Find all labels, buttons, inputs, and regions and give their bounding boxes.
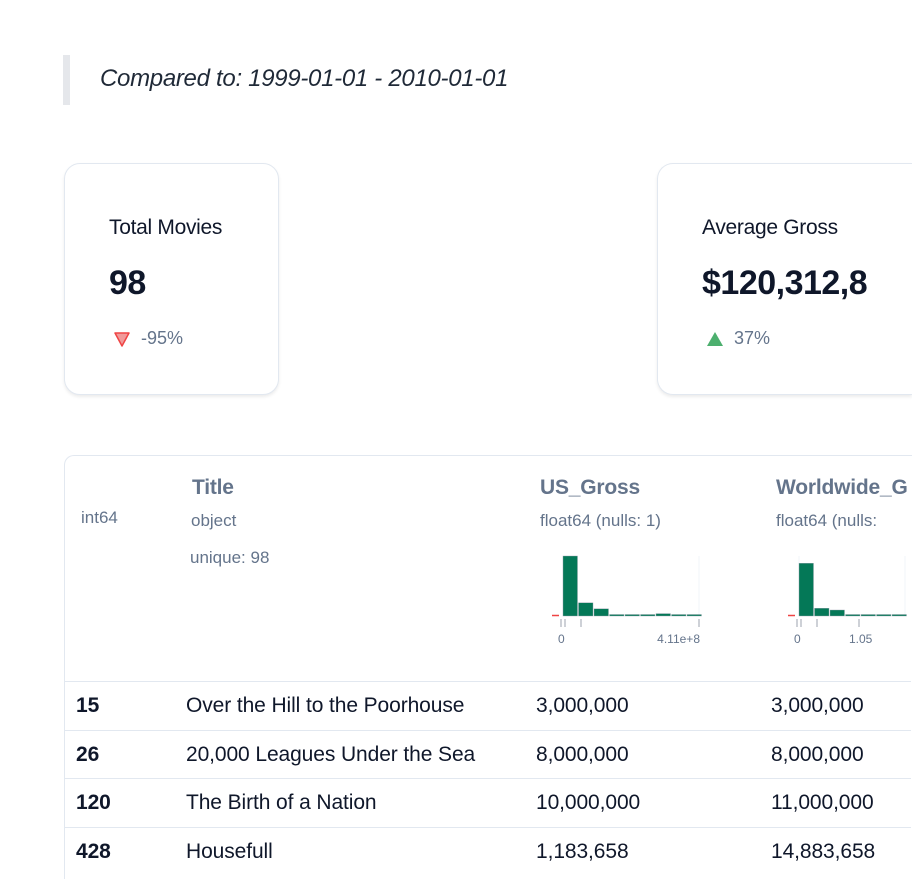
table-row[interactable]: 26 20,000 Leagues Under the Sea 8,000,000 8… xyxy=(65,729,911,779)
axis-max-label: 4.11e+8 xyxy=(657,632,700,646)
column-header-worldwide-gross[interactable]: Worldwide_G xyxy=(776,476,908,499)
worldwide-gross-histogram: 0 1.05 xyxy=(788,556,907,646)
histogram-bar xyxy=(860,614,876,617)
metric-value: $120,312,8 xyxy=(702,264,868,302)
column-header-title[interactable]: Title xyxy=(192,476,234,499)
metric-value: 98 xyxy=(109,264,146,302)
cell-worldwide-gross: 14,883,658 xyxy=(771,839,876,863)
histogram-bar xyxy=(562,555,578,617)
data-table: int64 Title object unique: 98 US_Gross f… xyxy=(64,455,912,879)
cell-us-gross: 8,000,000 xyxy=(536,742,629,766)
cell-worldwide-gross: 11,000,000 xyxy=(771,791,874,814)
histogram-bar xyxy=(640,614,656,617)
metric-delta: -95% xyxy=(113,328,183,349)
histogram-bar xyxy=(798,562,814,617)
histogram-bar xyxy=(891,614,907,617)
table-row[interactable]: 120 The Birth of a Nation 10,000,000 11,000… xyxy=(65,778,911,827)
histogram-bar xyxy=(876,614,892,617)
histogram-bar xyxy=(609,614,625,617)
cell-title: Over the Hill to the Poorhouse xyxy=(186,694,465,717)
cell-us-gross: 3,000,000 xyxy=(536,694,629,717)
triangle-up-icon xyxy=(707,331,723,346)
histogram-bar xyxy=(624,614,640,617)
axis-min-label: 0 xyxy=(794,632,801,646)
comparison-note: Compared to: 1999-01-01 - 2010-01-01 xyxy=(63,55,508,105)
triangle-down-icon xyxy=(114,331,130,347)
row-index: 26 xyxy=(76,742,100,766)
column-unique-count: unique: 98 xyxy=(190,548,270,567)
histogram-bar xyxy=(593,608,609,617)
cell-title: Housefull xyxy=(186,839,273,863)
metric-delta-text: -95% xyxy=(141,328,184,348)
histogram-bar xyxy=(845,614,861,617)
column-dtype: object xyxy=(191,511,237,530)
histogram-bar xyxy=(829,609,845,617)
index-dtype: int64 xyxy=(81,508,118,527)
metric-delta: 37% xyxy=(706,328,770,349)
row-index: 428 xyxy=(76,839,111,863)
axis-max-label: 1.05 xyxy=(849,632,873,646)
column-dtype: float64 (nulls: xyxy=(776,511,878,530)
metric-label: Average Gross xyxy=(702,216,838,239)
cell-worldwide-gross: 8,000,000 xyxy=(771,742,864,766)
table-row[interactable]: 15 Over the Hill to the Poorhouse 3,000,00… xyxy=(65,681,911,730)
row-index: 120 xyxy=(76,791,111,814)
cell-worldwide-gross: 3,000,000 xyxy=(771,694,864,717)
row-index: 15 xyxy=(76,694,100,717)
cell-title: The Birth of a Nation xyxy=(186,791,377,814)
cell-us-gross: 1,183,658 xyxy=(536,839,629,863)
metric-label: Total Movies xyxy=(109,216,223,239)
column-header-us-gross[interactable]: US_Gross xyxy=(540,476,640,499)
cell-title: 20,000 Leagues Under the Sea xyxy=(186,742,476,766)
metric-card-total-movies: Total Movies 98 -95% xyxy=(64,163,279,395)
column-dtype: float64 (nulls: 1) xyxy=(540,511,661,530)
metric-delta-text: 37% xyxy=(734,328,771,348)
cell-us-gross: 10,000,000 xyxy=(536,791,641,814)
histogram-bar xyxy=(686,614,702,617)
histogram-bar xyxy=(655,613,671,617)
us-gross-histogram: 0 4.11e+8 xyxy=(552,555,702,646)
table-row[interactable]: 428 Housefull 1,183,658 14,883,658 xyxy=(65,826,911,876)
histogram-bar xyxy=(814,608,830,617)
axis-min-label: 0 xyxy=(558,632,565,646)
metric-card-average-gross: Average Gross $120,312,8 37% xyxy=(657,163,912,395)
comparison-text: Compared to: 1999-01-01 - 2010-01-01 xyxy=(100,65,509,92)
histogram-bar xyxy=(671,614,687,617)
histogram-bar xyxy=(578,602,594,617)
